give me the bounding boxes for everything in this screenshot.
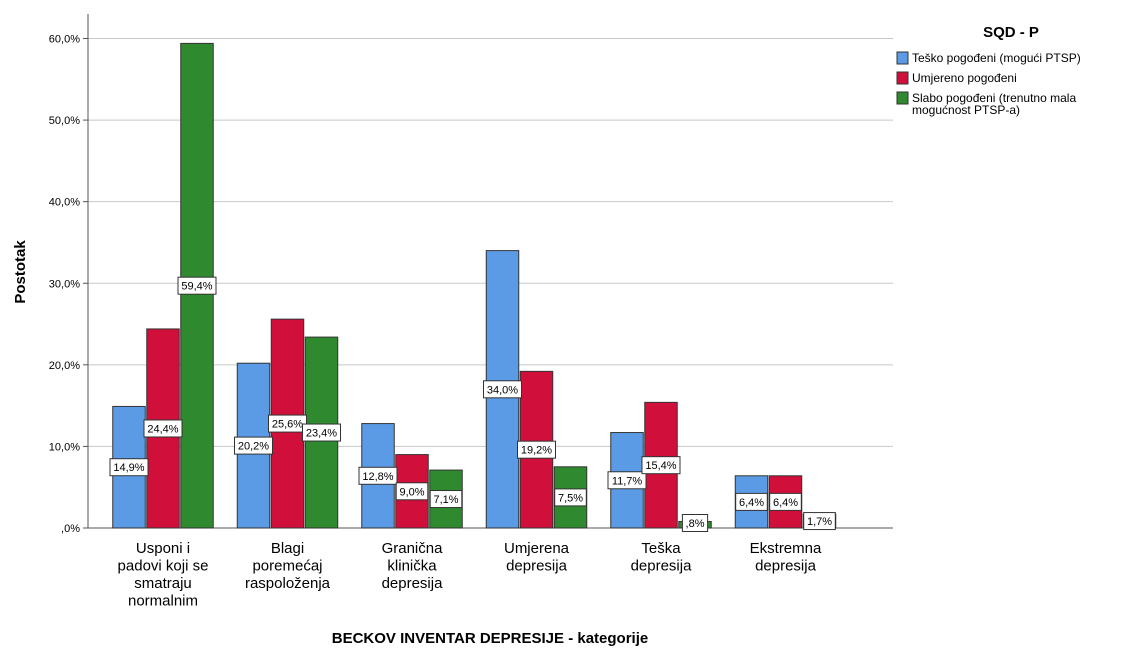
y-tick-label: 20,0%: [49, 360, 80, 372]
y-tick-label: ,0%: [61, 523, 80, 535]
bars: [112, 42, 837, 529]
data-label-box: [483, 380, 522, 399]
y-tick-label: 30,0%: [49, 278, 80, 290]
legend: SQD - P Teško pogođeni (mogući PTSP) Umjer…: [896, 24, 1081, 117]
legend-item: Teško pogođeni (mogući PTSP): [896, 51, 1081, 65]
x-category-label-line: depresija: [382, 575, 444, 592]
data-label-box: [769, 492, 802, 511]
data-label: 23,4%: [306, 428, 337, 440]
x-category-label-line: raspoloženja: [245, 575, 331, 592]
data-label-box: [234, 436, 273, 455]
x-category-label-line: Teška: [641, 540, 681, 557]
x-category-label-line: depresija: [506, 558, 568, 575]
x-category-label-line: normalnim: [128, 593, 198, 610]
legend-label: Umjereno pogođeni: [912, 71, 1017, 85]
data-label: 7,1%: [433, 494, 458, 506]
data-label: 9,0%: [399, 486, 424, 498]
data-label: 25,6%: [272, 419, 303, 431]
data-label: 59,4%: [181, 281, 212, 293]
x-category-label-line: Umjerena: [504, 540, 570, 557]
x-category-label-line: Ekstremna: [750, 540, 822, 557]
data-label-box: [735, 492, 768, 511]
y-tick-labels: ,0% 10,0% 20,0% 30,0% 40,0% 50,0% 60,0%: [49, 34, 80, 536]
legend-item: Umjereno pogođeni: [896, 71, 1017, 85]
data-label: 24,4%: [147, 423, 178, 435]
data-label-box: [681, 514, 709, 532]
legend-label: Teško pogođeni (mogući PTSP): [912, 51, 1081, 65]
x-category-label-line: Granična: [382, 540, 444, 557]
x-category-label-line: Blagi: [271, 540, 304, 557]
x-axis-title: BECKOV INVENTAR DEPRESIJE - kategorije: [332, 630, 648, 647]
data-label: 19,2%: [521, 445, 552, 457]
data-label-box: [429, 490, 463, 509]
x-category-label-line: Usponi i: [136, 540, 190, 557]
y-tick-label: 50,0%: [49, 115, 80, 127]
data-label-box: [302, 423, 341, 442]
data-label: 15,4%: [645, 460, 676, 472]
legend-swatch: [896, 71, 909, 85]
data-label-box: [517, 440, 556, 459]
x-category-label-line: depresija: [755, 558, 817, 575]
data-label-box: [554, 488, 587, 507]
legend-label: mogućnost PTSP-a): [912, 103, 1020, 117]
data-label: 14,9%: [113, 462, 144, 474]
y-tick-label: 60,0%: [49, 34, 80, 46]
x-category-label-line: padovi koji se: [118, 558, 209, 575]
x-category-label-line: depresija: [631, 558, 693, 575]
data-label: 12,8%: [362, 471, 393, 483]
x-category-label-line: klinička: [387, 558, 437, 575]
data-label: ,8%: [686, 518, 705, 530]
data-label-box: [607, 471, 647, 490]
data-label-box: [177, 276, 217, 295]
data-label: 6,4%: [739, 497, 764, 509]
y-tick-label: 10,0%: [49, 441, 80, 453]
y-axis-title: Postotak: [12, 240, 29, 304]
legend-swatch: [896, 51, 909, 65]
y-tick-label: 40,0%: [49, 197, 80, 209]
legend-swatch: [896, 91, 909, 105]
x-category-label-line: poremećaj: [252, 558, 322, 575]
data-label: 7,5%: [558, 492, 583, 504]
data-label: 1,7%: [807, 516, 832, 528]
legend-label: Slabo pogođeni (trenutno mala: [912, 91, 1076, 105]
data-label: 20,2%: [238, 441, 269, 453]
data-labels: 14,9% 24,4% 59,4% 20,2%25,6%23,4% 12,8% 9,0% 7…: [109, 276, 836, 532]
data-label: 6,4%: [773, 497, 798, 509]
data-label: 34,0%: [487, 384, 518, 396]
data-label-box: [803, 512, 836, 531]
data-label: 11,7%: [612, 475, 643, 487]
x-category-label-line: smatraju: [134, 575, 192, 592]
data-label-box: [358, 466, 398, 485]
data-label-box: [641, 456, 681, 475]
legend-title: SQD - P: [983, 24, 1039, 41]
data-label-box: [109, 458, 149, 477]
data-label-box: [143, 419, 183, 438]
data-label-box: [395, 482, 429, 501]
